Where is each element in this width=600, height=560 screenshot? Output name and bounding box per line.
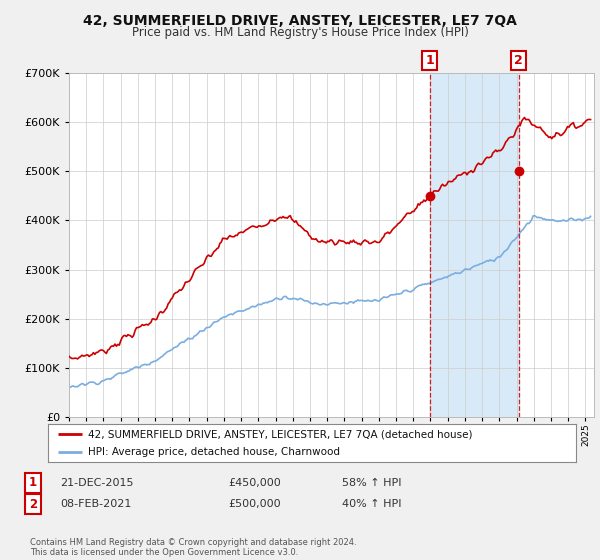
Text: 42, SUMMERFIELD DRIVE, ANSTEY, LEICESTER, LE7 7QA: 42, SUMMERFIELD DRIVE, ANSTEY, LEICESTER… [83, 14, 517, 28]
Text: HPI: Average price, detached house, Charnwood: HPI: Average price, detached house, Char… [88, 447, 340, 457]
Text: Price paid vs. HM Land Registry's House Price Index (HPI): Price paid vs. HM Land Registry's House … [131, 26, 469, 39]
Text: 1: 1 [29, 476, 37, 489]
Bar [430, 73, 518, 417]
Text: 58% ↑ HPI: 58% ↑ HPI [342, 478, 401, 488]
Text: Contains HM Land Registry data © Crown copyright and database right 2024.
This d: Contains HM Land Registry data © Crown c… [30, 538, 356, 557]
Text: 40% ↑ HPI: 40% ↑ HPI [342, 499, 401, 509]
Text: £450,000: £450,000 [228, 478, 281, 488]
Text: £500,000: £500,000 [228, 499, 281, 509]
Text: 1: 1 [425, 54, 434, 67]
Text: 2: 2 [29, 497, 37, 511]
Text: 2: 2 [514, 54, 523, 67]
Text: 21-DEC-2015: 21-DEC-2015 [60, 478, 133, 488]
Text: 08-FEB-2021: 08-FEB-2021 [60, 499, 131, 509]
Text: 42, SUMMERFIELD DRIVE, ANSTEY, LEICESTER, LE7 7QA (detached house): 42, SUMMERFIELD DRIVE, ANSTEY, LEICESTER… [88, 429, 472, 439]
